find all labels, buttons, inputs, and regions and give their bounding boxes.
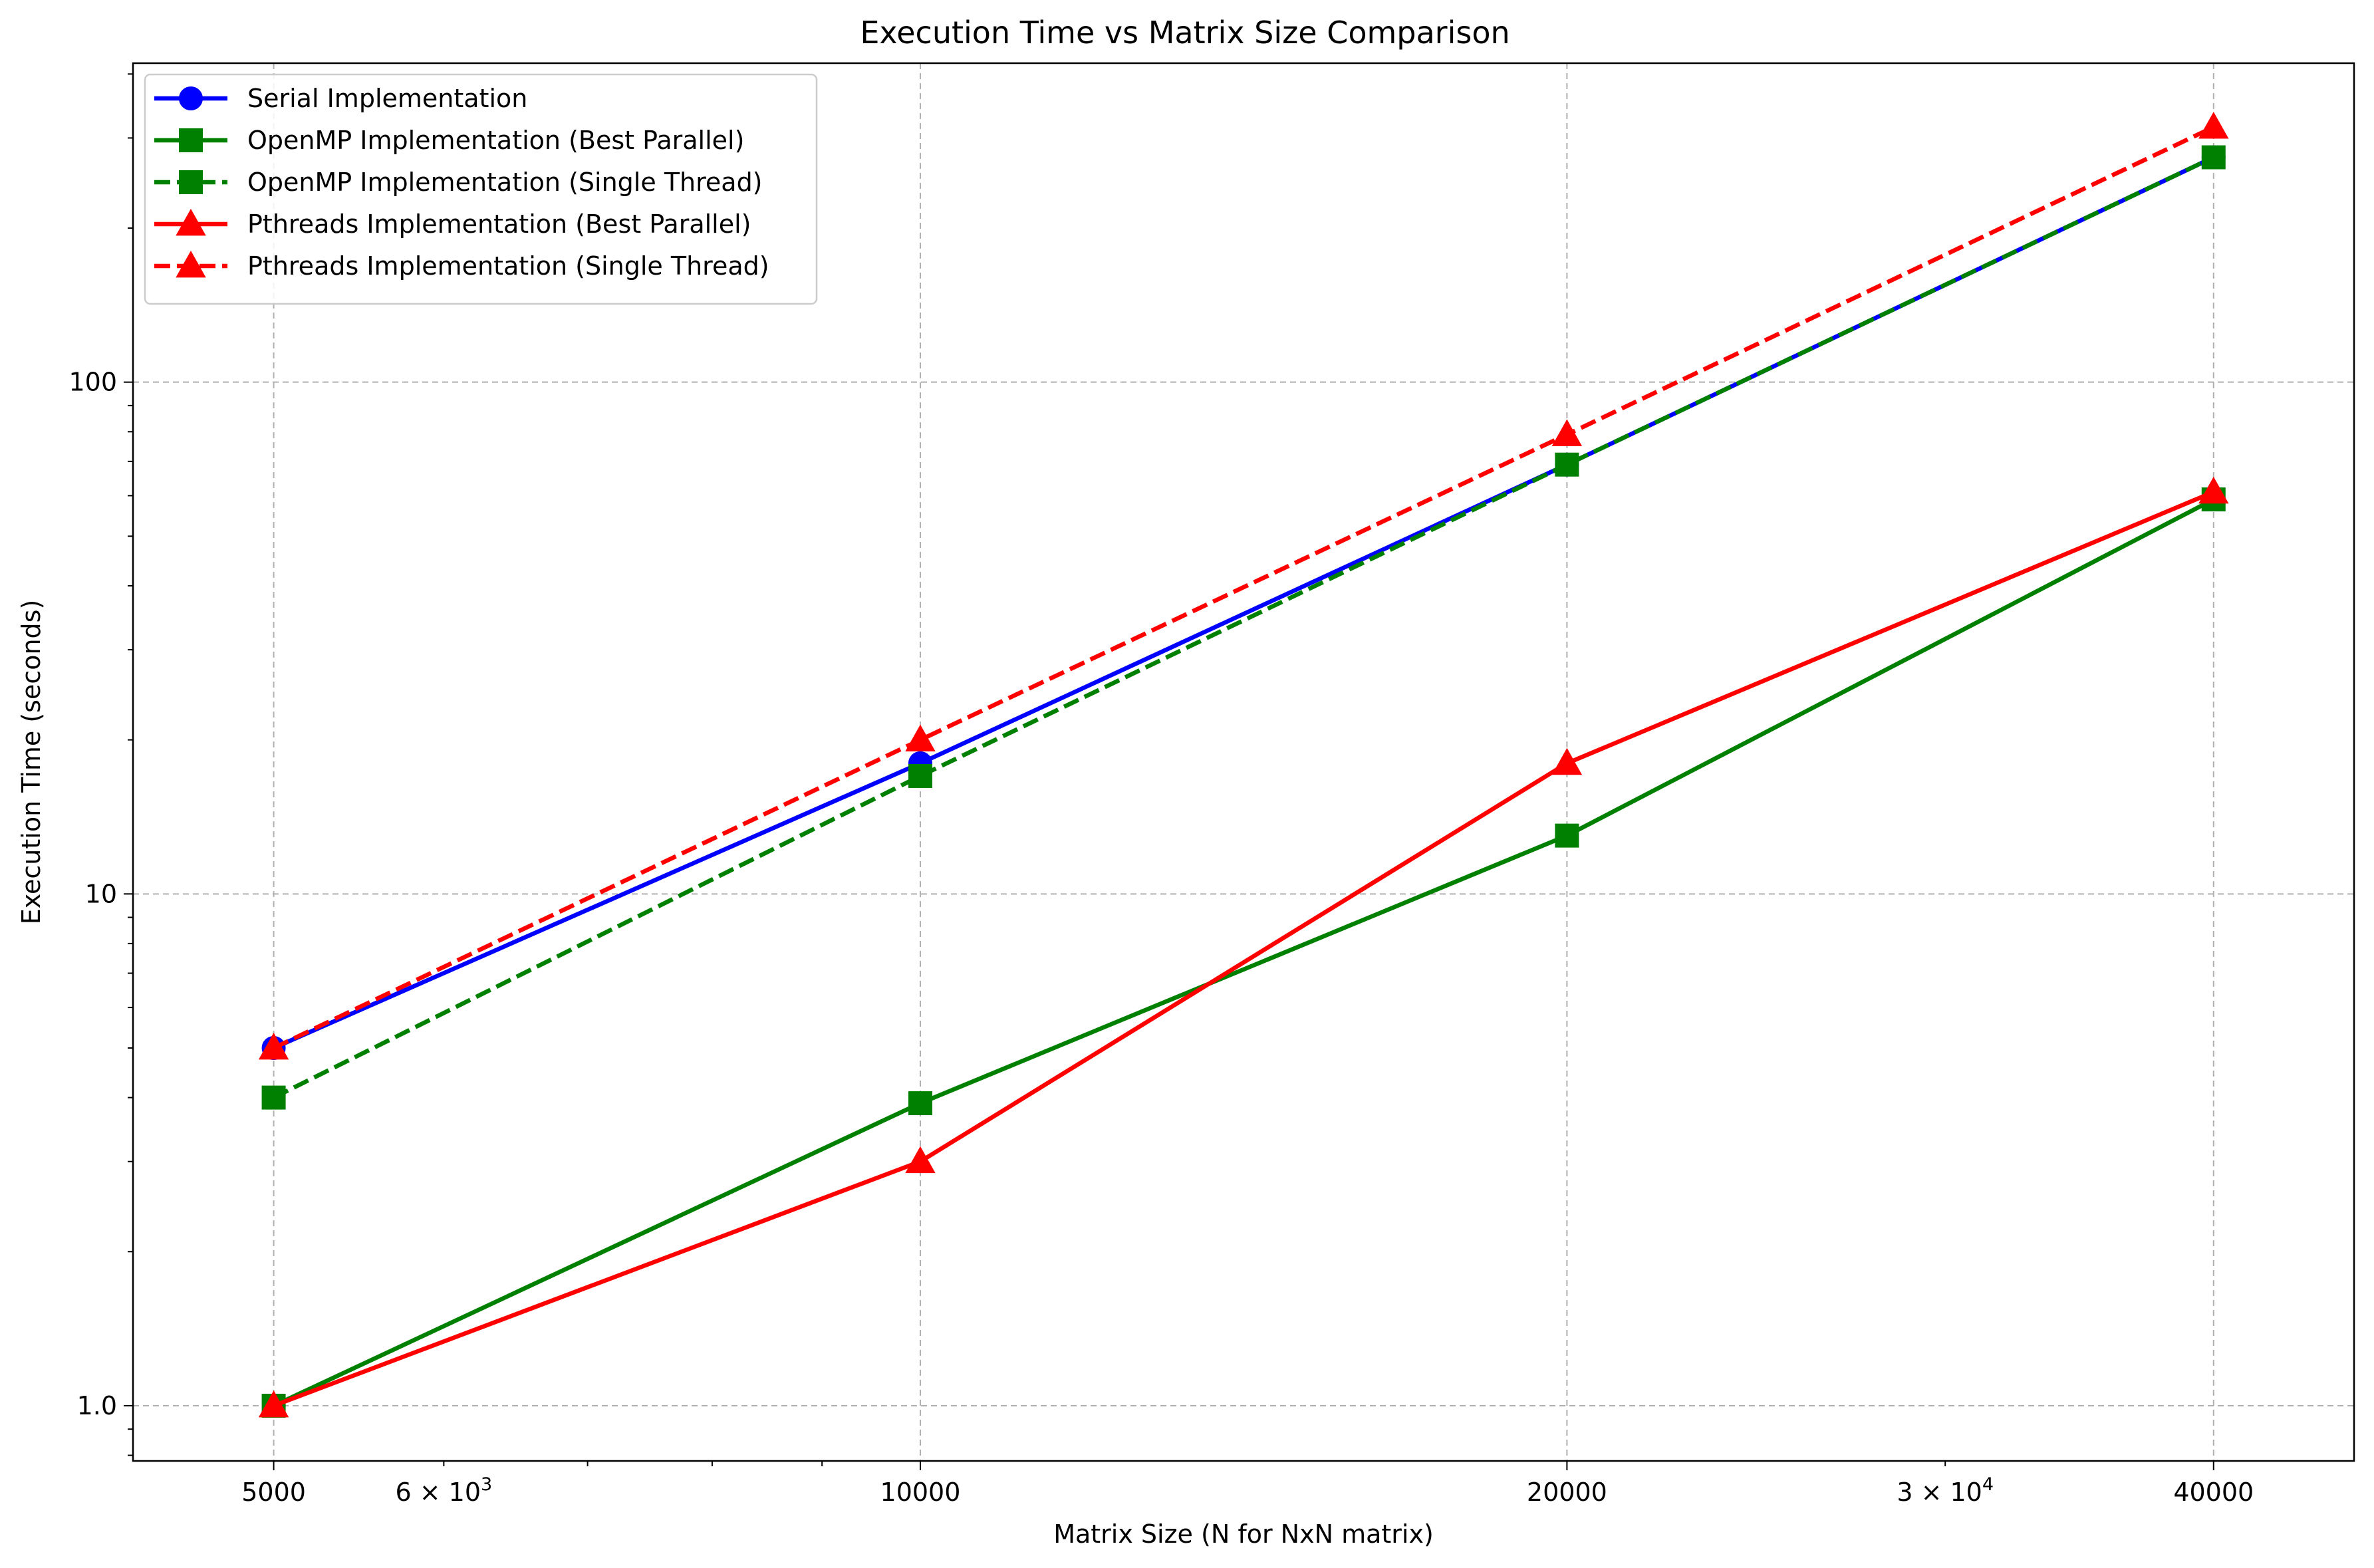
legend-swatch-marker [179, 128, 203, 152]
legend-label: OpenMP Implementation (Single Thread) [247, 168, 763, 197]
data-point [1555, 823, 1579, 848]
data-point [258, 1390, 289, 1418]
legend-swatch-marker [176, 250, 206, 278]
legend-swatch-marker [176, 208, 206, 236]
x-tick-label-base: 5000 [241, 1478, 306, 1507]
x-tick-label-base: 3 × 10 [1897, 1478, 1982, 1507]
data-point [261, 1085, 286, 1110]
data-point [2198, 112, 2229, 139]
legend: Serial Implementation OpenMP Implementati… [144, 73, 818, 305]
series-layer [258, 112, 2229, 1418]
legend-item: OpenMP Implementation (Single Thread) [154, 168, 763, 197]
legend-item: Pthreads Implementation (Best Parallel) [154, 208, 751, 239]
y-tick-label: 1.0 [77, 1391, 117, 1420]
data-point [1551, 419, 1583, 446]
legend-label: Serial Implementation [247, 84, 527, 113]
x-tick-label: 10000 [880, 1478, 961, 1507]
series-line [273, 155, 2215, 1100]
data-point [908, 1091, 932, 1116]
x-tick-label: 5000 [241, 1478, 306, 1507]
x-tick-label-exponent: 3 [481, 1474, 492, 1495]
x-tick-label-base: 10000 [880, 1478, 961, 1507]
data-point [905, 1146, 936, 1174]
data-point [1551, 747, 1583, 775]
x-tick-label-exponent: 4 [1982, 1474, 1994, 1495]
y-tick-label: 10 [85, 879, 117, 908]
legend-label: Pthreads Implementation (Single Thread) [247, 251, 769, 281]
data-point [905, 724, 936, 752]
data-point [908, 763, 932, 788]
plot-frame [132, 62, 2355, 1462]
legend-swatch-marker [179, 86, 203, 110]
x-tick-label-base: 20000 [1527, 1478, 1607, 1507]
chart-title: Execution Time vs Matrix Size Comparison [860, 15, 1510, 51]
ticks: 5000 6 × 103 10000 20000 3 × 104 40000 1.0 10 10… [68, 73, 2254, 1507]
legend-item: Pthreads Implementation (Single Thread) [154, 250, 769, 281]
x-tick-label: 6 × 103 [395, 1474, 492, 1507]
series-5 [258, 112, 2229, 1060]
y-tick-label: 100 [68, 368, 117, 397]
x-axis-label: Matrix Size (N for NxN matrix) [1053, 1519, 1434, 1549]
legend-item: OpenMP Implementation (Best Parallel) [154, 126, 744, 155]
y-axis-label: Execution Time (seconds) [17, 600, 46, 925]
data-point [2201, 145, 2226, 170]
legend-item: Serial Implementation [154, 84, 527, 113]
series-3 [261, 145, 2226, 1110]
legend-label: OpenMP Implementation (Best Parallel) [247, 126, 744, 155]
data-point [1555, 452, 1579, 477]
data-point [258, 1032, 289, 1060]
series-line [273, 125, 2215, 1050]
x-tick-label-base: 40000 [2173, 1478, 2254, 1507]
data-point [2198, 476, 2229, 504]
x-tick-label-base: 6 × 10 [395, 1478, 481, 1507]
series-4 [258, 476, 2229, 1418]
series-line [273, 497, 2215, 1408]
legend-label: Pthreads Implementation (Best Parallel) [247, 209, 751, 239]
series-line [273, 489, 2215, 1408]
legend-box [144, 73, 818, 305]
x-tick-label: 40000 [2173, 1478, 2254, 1507]
legend-swatch-marker [179, 170, 203, 194]
x-tick-label: 20000 [1527, 1478, 1607, 1507]
x-tick-label: 3 × 104 [1897, 1474, 1994, 1507]
